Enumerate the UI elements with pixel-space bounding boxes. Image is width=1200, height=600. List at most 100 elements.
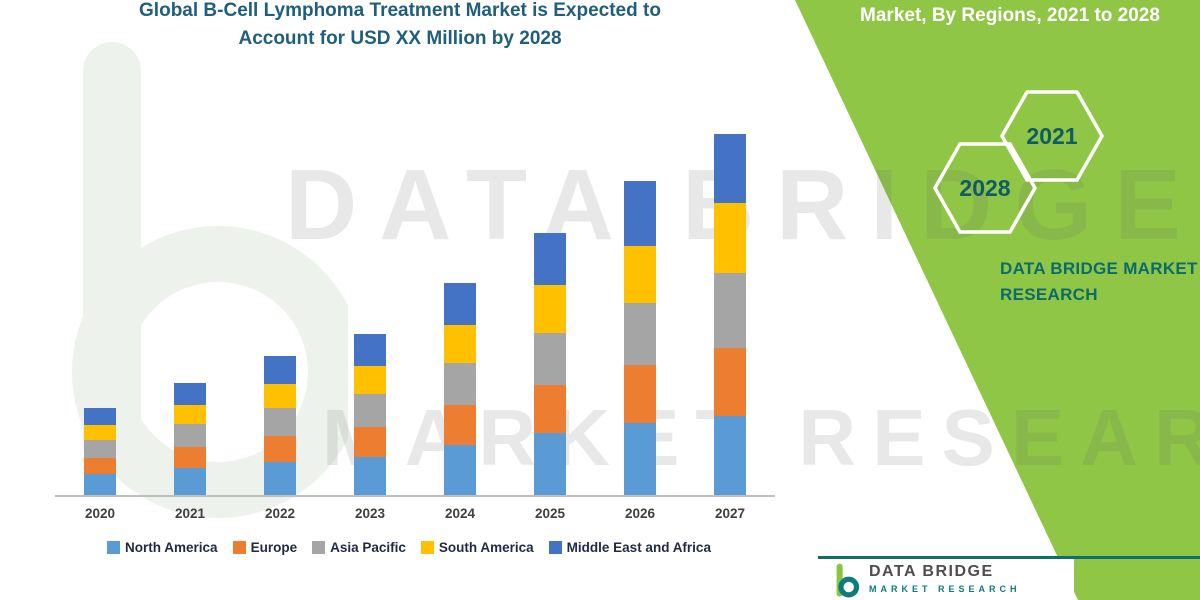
bar-segment-europe — [444, 405, 476, 445]
bar-segment-south-america — [354, 366, 386, 394]
bar-segment-asia-pacific — [714, 273, 746, 348]
x-tick-label-2020: 2020 — [84, 506, 116, 521]
bar-segment-north-america — [174, 468, 206, 495]
banner-heading: Market, By Regions, 2021 to 2028 — [860, 5, 1160, 26]
hexagon-2021-icon — [999, 90, 1105, 182]
x-tick-label-2027: 2027 — [714, 506, 746, 521]
bar-segment-asia-pacific — [624, 303, 656, 365]
chart-legend: North America Europe Asia Pacific South Ame… — [35, 540, 783, 555]
bar-2020 — [55, 130, 145, 495]
bar-2024 — [415, 130, 505, 495]
stacked-bar — [624, 181, 656, 495]
legend-swatch — [420, 541, 434, 554]
legend-label: North America — [125, 540, 218, 555]
footer-brand-name: DATA BRIDGE — [869, 563, 994, 580]
stacked-bar — [264, 356, 296, 495]
bar-segment-europe — [624, 365, 656, 423]
bar-segment-europe — [714, 348, 746, 416]
footer-divider-line — [818, 556, 1200, 559]
hexagon-2028-icon — [932, 142, 1038, 234]
bar-segment-asia-pacific — [444, 363, 476, 405]
year-hexagons: 2028 2021 — [932, 90, 1105, 234]
x-tick-label-2022: 2022 — [264, 506, 296, 521]
legend-label: South America — [438, 540, 534, 555]
hexagon-2028-label: 2028 — [959, 175, 1010, 201]
brand-text: DATA BRIDGE MARKET RESEARCH — [1000, 256, 1198, 309]
legend-swatch — [232, 541, 246, 554]
stacked-bar — [534, 233, 566, 495]
bar-2021 — [145, 130, 235, 495]
legend-swatch — [312, 541, 326, 554]
bar-2027 — [685, 130, 775, 495]
bar-segment-north-america — [624, 423, 656, 495]
plot-area — [55, 130, 775, 497]
bar-segment-asia-pacific — [264, 408, 296, 436]
x-tick-label-2026: 2026 — [624, 506, 656, 521]
bar-2022 — [235, 130, 325, 495]
stacked-bar — [354, 334, 386, 495]
bar-segment-asia-pacific — [174, 424, 206, 447]
brand-text-line1: DATA BRIDGE MARKET — [1000, 259, 1198, 278]
bar-segment-south-america — [174, 405, 206, 424]
footer-texts: DATA BRIDGE MARKET RESEARCH — [869, 563, 1021, 594]
bar-segment-south-america — [534, 285, 566, 333]
bar-segment-middle-east-and-africa — [264, 356, 296, 384]
bar-segment-north-america — [534, 433, 566, 495]
bar-segment-asia-pacific — [84, 440, 116, 458]
legend-item-europe: Europe — [232, 540, 298, 555]
bar-segment-europe — [264, 436, 296, 462]
bar-segment-middle-east-and-africa — [714, 134, 746, 203]
chart-title: Global B-Cell Lymphoma Treatment Market … — [30, 0, 770, 52]
legend-label: Europe — [250, 540, 298, 555]
bar-2026 — [595, 130, 685, 495]
legend-swatch — [107, 541, 121, 554]
bar-segment-asia-pacific — [354, 394, 386, 427]
bar-segment-europe — [84, 458, 116, 474]
bar-segment-south-america — [444, 325, 476, 363]
stacked-bar — [714, 134, 746, 495]
stacked-bar — [444, 283, 476, 495]
data-bridge-b-watermark-icon — [72, 42, 348, 518]
bar-segment-middle-east-and-africa — [354, 334, 386, 366]
bar-segment-north-america — [264, 462, 296, 495]
bar-segment-north-america — [354, 457, 386, 495]
legend-item-asia-pacific: Asia Pacific — [312, 540, 406, 555]
chart-title-line1: Global B-Cell Lymphoma Treatment Market … — [139, 0, 661, 21]
bar-segment-middle-east-and-africa — [534, 233, 566, 285]
legend-item-north-america: North America — [107, 540, 218, 555]
stacked-bar — [174, 383, 206, 495]
bar-segment-middle-east-and-africa — [174, 383, 206, 405]
x-axis-labels: 2020 2021 2022 2023 2024 2025 2026 2027 — [55, 506, 775, 521]
bar-segment-south-america — [84, 425, 116, 440]
bar-segment-europe — [534, 385, 566, 433]
footer-brand-subtitle: MARKET RESEARCH — [869, 584, 1021, 594]
chart: 2020 2021 2022 2023 2024 2025 2026 2027 — [55, 130, 775, 521]
bar-segment-south-america — [264, 384, 296, 408]
bar-segment-north-america — [444, 445, 476, 495]
x-tick-label-2023: 2023 — [354, 506, 386, 521]
stacked-bar — [84, 408, 116, 495]
bar-segment-asia-pacific — [534, 333, 566, 385]
brand-text-line2: RESEARCH — [1000, 285, 1098, 305]
bar-segment-middle-east-and-africa — [624, 181, 656, 246]
bar-2023 — [325, 130, 415, 495]
footer-logo-box: DATA BRIDGE MARKET RESEARCH — [818, 559, 1074, 600]
x-tick-label-2021: 2021 — [174, 506, 206, 521]
legend-item-middle-east-and-africa: Middle East and Africa — [548, 540, 711, 555]
bar-segment-south-america — [624, 246, 656, 303]
legend-label: Middle East and Africa — [566, 540, 711, 555]
bar-segment-north-america — [714, 416, 746, 495]
x-tick-label-2025: 2025 — [534, 506, 566, 521]
chart-title-line2: Account for USD XX Million by 2028 — [238, 27, 562, 49]
legend-item-south-america: South America — [420, 540, 534, 555]
bar-2025 — [505, 130, 595, 495]
bar-segment-middle-east-and-africa — [84, 408, 116, 425]
legend-label: Asia Pacific — [330, 540, 406, 555]
x-tick-label-2024: 2024 — [444, 506, 476, 521]
bar-segment-middle-east-and-africa — [444, 283, 476, 325]
hexagon-2021-label: 2021 — [1026, 123, 1077, 149]
bar-segment-europe — [354, 427, 386, 457]
legend-swatch — [548, 541, 562, 554]
bar-segment-europe — [174, 447, 206, 468]
